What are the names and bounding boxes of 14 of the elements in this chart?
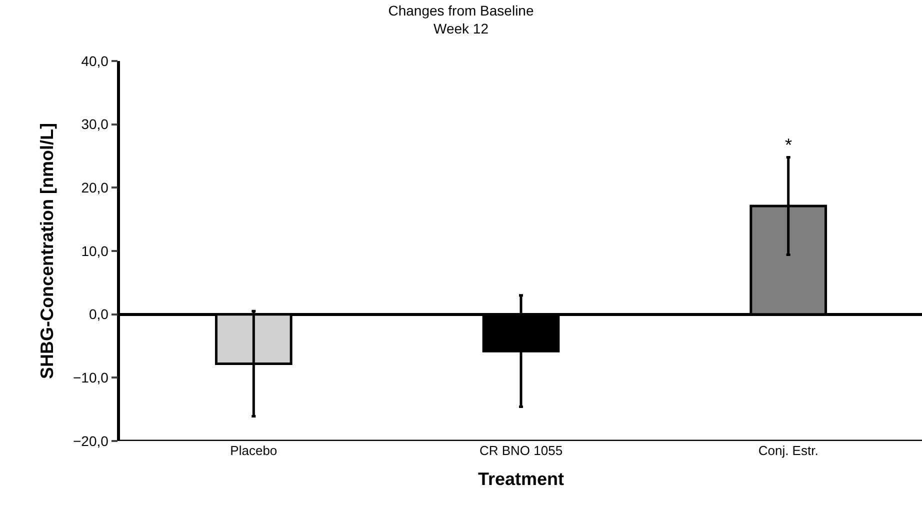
y-tick-label: 10,0 bbox=[81, 242, 109, 259]
chart-subtitle: Changes from Baseline Week 12 bbox=[388, 2, 534, 37]
y-tick-label: 0,0 bbox=[88, 306, 109, 322]
x-axis-title: Treatment bbox=[478, 469, 564, 490]
y-axis-title: SHBG-Concentration [nmol/L] bbox=[37, 123, 58, 379]
y-tick-label: 40,0 bbox=[81, 52, 109, 69]
x-tick-label: CR BNO 1055 bbox=[479, 443, 563, 458]
y-tick-label: −10,0 bbox=[73, 370, 109, 386]
y-tick-label: −20,0 bbox=[73, 432, 109, 449]
y-tick-label: 20,0 bbox=[81, 180, 109, 196]
x-tick-label: Placebo bbox=[230, 443, 278, 458]
y-tick-label: 30,0 bbox=[81, 116, 109, 132]
annotation: * bbox=[785, 135, 792, 155]
x-tick-label: Conj. Estr. bbox=[758, 443, 818, 458]
